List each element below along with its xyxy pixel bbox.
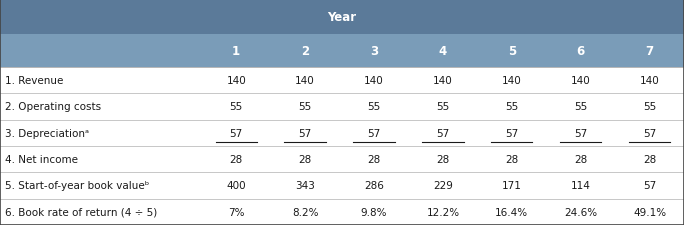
Text: 171: 171 bbox=[502, 181, 522, 191]
Text: 4: 4 bbox=[438, 45, 447, 58]
Text: 57: 57 bbox=[574, 128, 588, 138]
Text: 140: 140 bbox=[364, 76, 384, 86]
Text: 1. Revenue: 1. Revenue bbox=[5, 76, 64, 86]
Text: 400: 400 bbox=[226, 181, 246, 191]
Text: 28: 28 bbox=[574, 154, 588, 164]
Text: 343: 343 bbox=[295, 181, 315, 191]
Text: 55: 55 bbox=[367, 102, 380, 112]
Text: 24.6%: 24.6% bbox=[564, 207, 597, 217]
Bar bbox=[0, 35, 684, 68]
Text: 140: 140 bbox=[502, 76, 522, 86]
Text: 4. Net income: 4. Net income bbox=[5, 154, 79, 164]
Text: 2: 2 bbox=[301, 45, 309, 58]
Text: 28: 28 bbox=[230, 154, 243, 164]
Text: 28: 28 bbox=[367, 154, 380, 164]
Text: 140: 140 bbox=[570, 76, 590, 86]
Text: 140: 140 bbox=[226, 76, 246, 86]
Text: 28: 28 bbox=[298, 154, 312, 164]
Text: 28: 28 bbox=[505, 154, 518, 164]
Text: 55: 55 bbox=[574, 102, 588, 112]
Text: 6. Book rate of return (4 ÷ 5): 6. Book rate of return (4 ÷ 5) bbox=[5, 207, 158, 217]
Text: 57: 57 bbox=[505, 128, 518, 138]
Text: 12.2%: 12.2% bbox=[426, 207, 460, 217]
Text: 3. Depreciationᵃ: 3. Depreciationᵃ bbox=[5, 128, 90, 138]
Bar bbox=[0, 173, 684, 199]
Text: 5: 5 bbox=[508, 45, 516, 58]
Text: 55: 55 bbox=[298, 102, 312, 112]
Text: 7: 7 bbox=[646, 45, 654, 58]
Text: 1: 1 bbox=[232, 45, 240, 58]
Bar bbox=[0, 199, 684, 225]
Text: 2. Operating costs: 2. Operating costs bbox=[5, 102, 102, 112]
Text: 140: 140 bbox=[433, 76, 453, 86]
Text: 140: 140 bbox=[295, 76, 315, 86]
Text: 55: 55 bbox=[230, 102, 243, 112]
Text: 57: 57 bbox=[298, 128, 312, 138]
Text: 16.4%: 16.4% bbox=[495, 207, 528, 217]
Text: 55: 55 bbox=[643, 102, 656, 112]
Text: 114: 114 bbox=[570, 181, 590, 191]
Text: 9.8%: 9.8% bbox=[360, 207, 387, 217]
Text: 57: 57 bbox=[230, 128, 243, 138]
Text: 57: 57 bbox=[367, 128, 380, 138]
Bar bbox=[0, 68, 684, 94]
Text: 28: 28 bbox=[436, 154, 449, 164]
Bar bbox=[0, 120, 684, 146]
Text: 229: 229 bbox=[433, 181, 453, 191]
Text: 8.2%: 8.2% bbox=[292, 207, 318, 217]
Text: 57: 57 bbox=[643, 181, 656, 191]
Text: Year: Year bbox=[328, 11, 356, 24]
Text: 28: 28 bbox=[643, 154, 656, 164]
Text: 3: 3 bbox=[370, 45, 378, 58]
Bar bbox=[0, 94, 684, 120]
Text: 286: 286 bbox=[364, 181, 384, 191]
Text: 55: 55 bbox=[505, 102, 518, 112]
Bar bbox=[0, 146, 684, 173]
Text: 57: 57 bbox=[436, 128, 449, 138]
Bar bbox=[0, 0, 684, 35]
Text: 7%: 7% bbox=[228, 207, 244, 217]
Text: 49.1%: 49.1% bbox=[633, 207, 666, 217]
Text: 140: 140 bbox=[640, 76, 659, 86]
Text: 6: 6 bbox=[577, 45, 585, 58]
Text: 57: 57 bbox=[643, 128, 656, 138]
Text: 5. Start-of-year book valueᵇ: 5. Start-of-year book valueᵇ bbox=[5, 181, 150, 191]
Text: 55: 55 bbox=[436, 102, 449, 112]
